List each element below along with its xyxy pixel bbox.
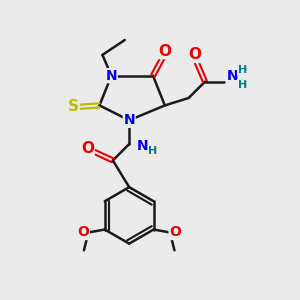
Text: H: H <box>238 80 247 90</box>
Text: N: N <box>227 69 239 83</box>
Text: O: O <box>188 47 201 62</box>
Text: O: O <box>81 141 94 156</box>
Text: N: N <box>137 139 148 152</box>
Text: N: N <box>123 113 135 127</box>
Text: O: O <box>77 226 89 239</box>
Text: H: H <box>148 146 158 156</box>
Text: O: O <box>169 226 181 239</box>
Text: H: H <box>238 65 247 75</box>
Text: N: N <box>106 69 117 83</box>
Text: O: O <box>158 44 171 59</box>
Text: S: S <box>68 99 79 114</box>
